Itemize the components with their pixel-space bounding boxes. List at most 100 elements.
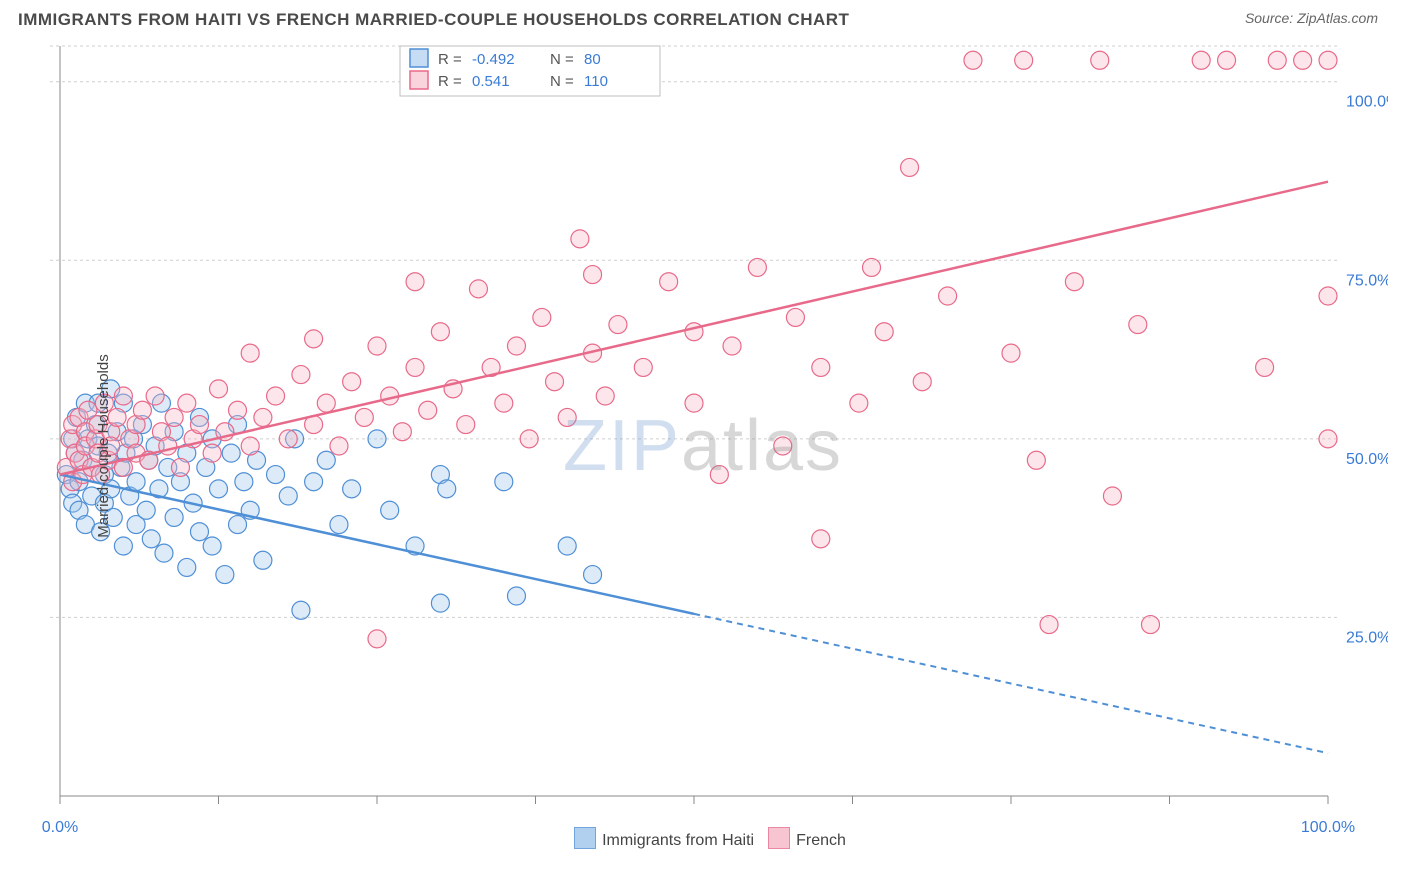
scatter-point xyxy=(133,401,151,419)
scatter-point xyxy=(190,416,208,434)
scatter-point xyxy=(495,394,513,412)
scatter-point xyxy=(1015,51,1033,69)
svg-text:25.0%: 25.0% xyxy=(1346,629,1388,646)
scatter-point xyxy=(343,480,361,498)
scatter-point xyxy=(723,337,741,355)
scatter-point xyxy=(127,473,145,491)
scatter-point xyxy=(1256,358,1274,376)
scatter-point xyxy=(685,394,703,412)
scatter-point xyxy=(520,430,538,448)
y-axis-label: Married-couple Households xyxy=(95,354,112,537)
scatter-point xyxy=(1141,616,1159,634)
scatter-point xyxy=(178,394,196,412)
scatter-point xyxy=(393,423,411,441)
svg-text:R =: R = xyxy=(438,73,462,90)
scatter-point xyxy=(210,380,228,398)
scatter-point xyxy=(863,258,881,276)
scatter-point xyxy=(1040,616,1058,634)
scatter-point xyxy=(571,230,589,248)
scatter-point xyxy=(812,530,830,548)
chart-container: Married-couple Households 25.0% 50.0% 75.0… xyxy=(18,36,1388,856)
scatter-point xyxy=(419,401,437,419)
scatter-point xyxy=(146,387,164,405)
scatter-point xyxy=(292,366,310,384)
legend-swatch xyxy=(768,827,790,849)
scatter-point xyxy=(279,487,297,505)
scatter-point xyxy=(171,458,189,476)
scatter-point xyxy=(1294,51,1312,69)
scatter-point xyxy=(901,158,919,176)
svg-text:50.0%: 50.0% xyxy=(1346,451,1388,468)
scatter-point xyxy=(406,273,424,291)
legend-swatch xyxy=(574,827,596,849)
scatter-point xyxy=(748,258,766,276)
scatter-point xyxy=(305,330,323,348)
scatter-point xyxy=(210,480,228,498)
scatter-point xyxy=(279,430,297,448)
scatter-point xyxy=(660,273,678,291)
scatter-point xyxy=(216,566,234,584)
svg-text:75.0%: 75.0% xyxy=(1346,272,1388,289)
source-link[interactable]: ZipAtlas.com xyxy=(1297,10,1378,26)
scatter-point xyxy=(190,523,208,541)
scatter-point xyxy=(1319,287,1337,305)
scatter-point xyxy=(203,537,221,555)
svg-text:100.0%: 100.0% xyxy=(1346,94,1388,111)
scatter-point xyxy=(431,594,449,612)
svg-text:N =: N = xyxy=(550,73,574,90)
scatter-point xyxy=(368,430,386,448)
scatter-point xyxy=(203,444,221,462)
scatter-point xyxy=(507,337,525,355)
scatter-point xyxy=(812,358,830,376)
scatter-point xyxy=(229,401,247,419)
scatter-point xyxy=(165,408,183,426)
scatter-point xyxy=(1091,51,1109,69)
scatter-point xyxy=(584,566,602,584)
scatter-point xyxy=(254,551,272,569)
scatter-point xyxy=(137,501,155,519)
scatter-point xyxy=(1319,51,1337,69)
scatter-point xyxy=(317,394,335,412)
scatter-point xyxy=(368,630,386,648)
scatter-point xyxy=(1103,487,1121,505)
scatter-point xyxy=(155,544,173,562)
scatter-point xyxy=(634,358,652,376)
source-prefix: Source: xyxy=(1245,10,1297,26)
scatter-point xyxy=(939,287,957,305)
scatter-point xyxy=(1218,51,1236,69)
scatter-point xyxy=(457,416,475,434)
scatter-point xyxy=(1268,51,1286,69)
scatter-point xyxy=(142,530,160,548)
scatter-point xyxy=(114,387,132,405)
scatter-point xyxy=(774,437,792,455)
scatter-point xyxy=(964,51,982,69)
legend-top: R =-0.492N =80R =0.541N =110 xyxy=(400,46,660,96)
scatter-point xyxy=(609,316,627,334)
scatter-point xyxy=(317,451,335,469)
scatter-point xyxy=(241,437,259,455)
scatter-point xyxy=(596,387,614,405)
svg-text:-0.492: -0.492 xyxy=(472,51,515,68)
scatter-point xyxy=(406,358,424,376)
scatter-point xyxy=(495,473,513,491)
scatter-point xyxy=(584,266,602,284)
chart-title: IMMIGRANTS FROM HAITI VS FRENCH MARRIED-… xyxy=(18,10,849,30)
scatter-point xyxy=(850,394,868,412)
scatter-point xyxy=(254,408,272,426)
scatter-point xyxy=(710,466,728,484)
scatter-point xyxy=(558,537,576,555)
legend-label: French xyxy=(796,832,846,849)
svg-text:110: 110 xyxy=(584,73,608,90)
scatter-point xyxy=(368,337,386,355)
legend-bottom: Immigrants from HaitiFrench xyxy=(18,827,1388,850)
scatter-point xyxy=(1129,316,1147,334)
scatter-point xyxy=(114,537,132,555)
scatter-point xyxy=(1065,273,1083,291)
scatter-point xyxy=(507,587,525,605)
scatter-point xyxy=(381,501,399,519)
svg-text:N =: N = xyxy=(550,51,574,68)
scatter-point xyxy=(343,373,361,391)
scatter-point xyxy=(913,373,931,391)
scatter-point xyxy=(330,437,348,455)
scatter-point xyxy=(431,323,449,341)
